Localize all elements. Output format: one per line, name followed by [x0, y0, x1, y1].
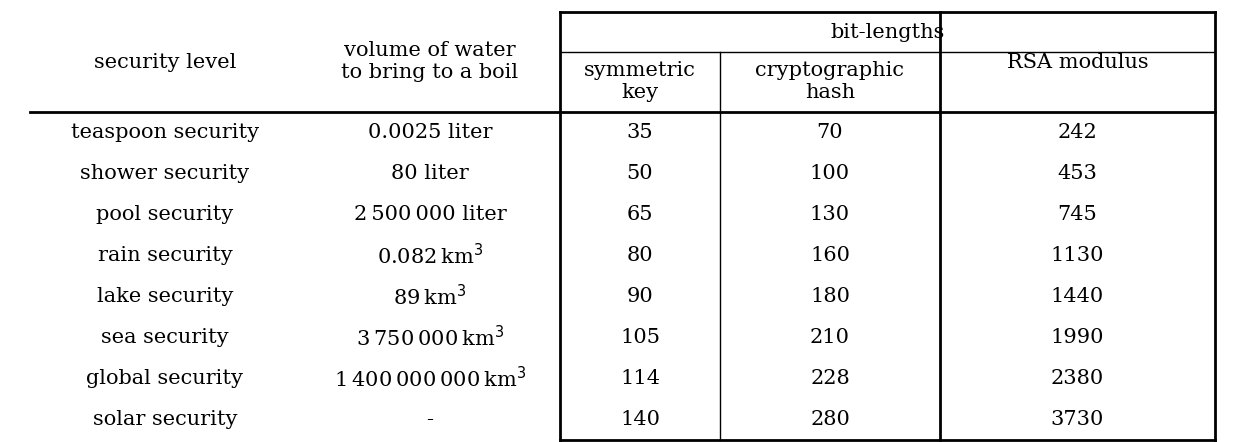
Text: 130: 130	[810, 205, 850, 224]
Text: 160: 160	[810, 246, 850, 265]
Text: 280: 280	[810, 410, 850, 429]
Text: 1440: 1440	[1051, 287, 1105, 306]
Text: 1 400 000 000 km$^3$: 1 400 000 000 km$^3$	[333, 366, 526, 391]
Text: 3 750 000 km$^3$: 3 750 000 km$^3$	[356, 325, 504, 350]
Text: 89 km$^3$: 89 km$^3$	[393, 284, 466, 309]
Text: shower security: shower security	[81, 164, 250, 183]
Text: -: -	[427, 410, 433, 429]
Text: 80 liter: 80 liter	[391, 164, 469, 183]
Text: lake security: lake security	[97, 287, 233, 306]
Text: 114: 114	[620, 369, 661, 388]
Text: 1130: 1130	[1051, 246, 1105, 265]
Text: 70: 70	[817, 123, 843, 142]
Text: 242: 242	[1057, 123, 1097, 142]
Text: rain security: rain security	[97, 246, 233, 265]
Text: 210: 210	[810, 328, 850, 347]
Text: RSA modulus: RSA modulus	[1006, 53, 1148, 72]
Text: bit-lengths: bit-lengths	[830, 23, 944, 42]
Text: 50: 50	[627, 164, 653, 183]
Text: pool security: pool security	[96, 205, 234, 224]
Text: sea security: sea security	[101, 328, 229, 347]
Text: 3730: 3730	[1051, 410, 1105, 429]
Text: teaspoon security: teaspoon security	[71, 123, 259, 142]
Text: 80: 80	[627, 246, 653, 265]
Text: 140: 140	[620, 410, 661, 429]
Text: 228: 228	[810, 369, 850, 388]
Text: symmetric
key: symmetric key	[585, 61, 695, 103]
Text: 100: 100	[810, 164, 850, 183]
Text: 180: 180	[810, 287, 850, 306]
Text: 745: 745	[1057, 205, 1097, 224]
Text: 2 500 000 liter: 2 500 000 liter	[353, 205, 506, 224]
Text: global security: global security	[87, 369, 244, 388]
Text: 0.0025 liter: 0.0025 liter	[368, 123, 493, 142]
Text: security level: security level	[93, 53, 236, 72]
Text: solar security: solar security	[93, 410, 238, 429]
Text: cryptographic
hash: cryptographic hash	[755, 61, 904, 103]
Text: 2380: 2380	[1051, 369, 1105, 388]
Text: 1990: 1990	[1051, 328, 1105, 347]
Text: 90: 90	[627, 287, 653, 306]
Text: 105: 105	[620, 328, 661, 347]
Text: 35: 35	[627, 123, 653, 142]
Text: volume of water
to bring to a boil: volume of water to bring to a boil	[341, 42, 519, 83]
Text: 0.082 km$^3$: 0.082 km$^3$	[377, 243, 484, 268]
Text: 65: 65	[627, 205, 653, 224]
Text: 453: 453	[1057, 164, 1097, 183]
